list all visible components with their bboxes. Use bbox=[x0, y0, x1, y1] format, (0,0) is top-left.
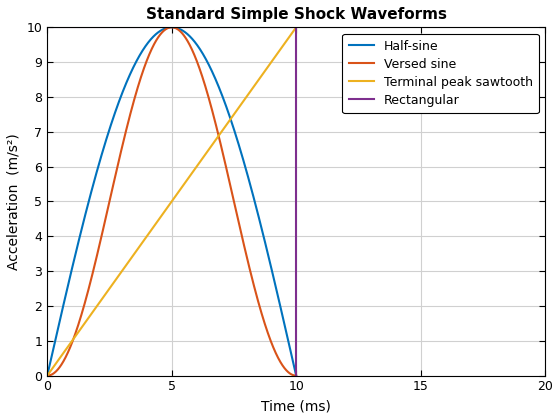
Rectangular bbox=[44, 25, 50, 30]
Y-axis label: Acceleration  (m/s²): Acceleration (m/s²) bbox=[7, 133, 21, 270]
X-axis label: Time (ms): Time (ms) bbox=[261, 399, 331, 413]
Versed sine bbox=[44, 373, 50, 378]
Half-sine bbox=[165, 25, 172, 30]
Versed sine bbox=[165, 25, 172, 30]
Rectangular bbox=[293, 25, 300, 30]
Terminal peak sawtooth bbox=[158, 213, 165, 218]
Half-sine bbox=[293, 373, 300, 378]
Half-sine bbox=[158, 28, 165, 33]
Half-sine bbox=[286, 341, 292, 346]
Versed sine bbox=[293, 373, 300, 378]
Line: Rectangular: Rectangular bbox=[47, 27, 296, 375]
Legend: Half-sine, Versed sine, Terminal peak sawtooth, Rectangular: Half-sine, Versed sine, Terminal peak sa… bbox=[342, 34, 539, 113]
Terminal peak sawtooth bbox=[57, 355, 63, 360]
Rectangular bbox=[293, 373, 300, 378]
Versed sine bbox=[240, 240, 247, 245]
Terminal peak sawtooth bbox=[286, 35, 292, 40]
Half-sine bbox=[44, 373, 50, 378]
Half-sine bbox=[240, 158, 247, 163]
Line: Versed sine: Versed sine bbox=[47, 27, 296, 375]
Title: Standard Simple Shock Waveforms: Standard Simple Shock Waveforms bbox=[146, 7, 447, 22]
Rectangular bbox=[293, 373, 300, 378]
Line: Half-sine: Half-sine bbox=[47, 27, 296, 375]
Half-sine bbox=[286, 342, 292, 347]
Half-sine bbox=[169, 25, 175, 30]
Versed sine bbox=[158, 30, 165, 35]
Versed sine bbox=[57, 364, 63, 369]
Terminal peak sawtooth bbox=[293, 25, 300, 30]
Versed sine bbox=[169, 25, 175, 30]
Terminal peak sawtooth bbox=[240, 99, 246, 104]
Terminal peak sawtooth bbox=[44, 373, 50, 378]
Versed sine bbox=[286, 370, 292, 375]
Half-sine bbox=[57, 318, 63, 323]
Versed sine bbox=[286, 370, 292, 375]
Terminal peak sawtooth bbox=[165, 204, 172, 209]
Terminal peak sawtooth bbox=[286, 35, 292, 40]
Line: Terminal peak sawtooth: Terminal peak sawtooth bbox=[47, 27, 296, 375]
